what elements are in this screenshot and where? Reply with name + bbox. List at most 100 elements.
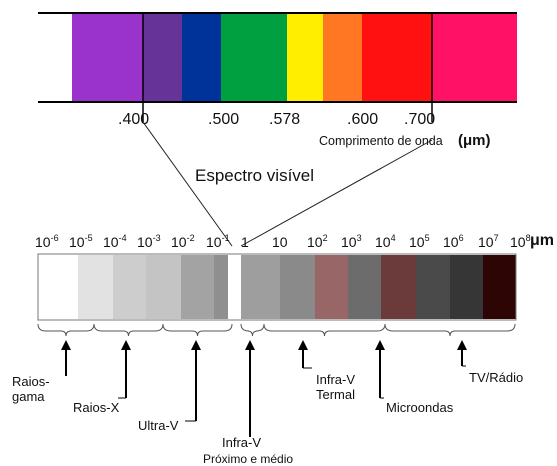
scale-exponent-11: 5 (425, 233, 430, 243)
region-label-tv-radio: TV/Rádio (469, 370, 523, 385)
scale-label-4: 10-2 (171, 233, 195, 250)
em-cell-9 (315, 255, 348, 319)
scale-label-0: 10-6 (35, 233, 59, 250)
em-cell-7 (241, 255, 280, 319)
visible-band-6 (362, 14, 432, 101)
visible-spectrum-bar (72, 14, 517, 101)
scale-mantissa-14: 10 (510, 234, 526, 250)
scale-label-2: 10-4 (103, 233, 127, 250)
brace-3 (240, 323, 265, 337)
scale-label-5: 10-1 (206, 233, 230, 250)
visible-band-1 (143, 14, 182, 101)
region-label-near-infrared-line-2: Próximo e médio (203, 452, 293, 466)
scale-label-6: 1 (241, 234, 249, 250)
scale-label-1: 10-5 (69, 233, 93, 250)
arrow-head-2 (191, 340, 201, 350)
scale-exponent-1: -5 (85, 233, 93, 243)
region-label-thermal-infrared-line-2: Termal (316, 387, 355, 402)
arrow-head-3 (245, 340, 255, 350)
scale-exponent-10: 4 (391, 233, 396, 243)
visible-band-2 (182, 14, 221, 101)
scale-exponent-2: -4 (119, 233, 127, 243)
scale-mantissa-13: 10 (478, 234, 494, 250)
arrow-head-1 (121, 340, 131, 350)
brace-4 (263, 323, 386, 337)
em-cell-5 (214, 255, 228, 319)
brace-1 (93, 323, 164, 337)
visible-band-4 (287, 14, 323, 101)
region-label-near-infrared: Infra-V Próximo e médio (203, 435, 293, 466)
em-cell-3 (146, 255, 181, 319)
region-label-gamma-line-2: gama (12, 389, 45, 404)
region-label-thermal-infrared-line-1: Infra-V (316, 372, 355, 387)
region-label-thermal-infrared: Infra-V Termal (316, 372, 355, 402)
brace-2 (162, 323, 233, 337)
scale-exponent-12: 6 (459, 233, 464, 243)
scale-label-3: 10-3 (137, 233, 161, 250)
scale-exponent-8: 2 (323, 233, 328, 243)
scale-mantissa-4: 10 (171, 234, 187, 250)
scale-exponent-13: 7 (494, 233, 499, 243)
arrow-head-0 (61, 340, 71, 350)
region-label-microwave: Microondas (386, 400, 454, 415)
label-elbows (118, 365, 466, 422)
scale-exponent-3: -3 (153, 233, 161, 243)
brace-5 (384, 323, 516, 337)
brace-0 (37, 323, 95, 337)
scale-mantissa-12: 10 (443, 234, 459, 250)
em-cell-8 (280, 255, 315, 319)
scale-exponent-14: 8 (526, 233, 531, 243)
em-cell-6 (228, 255, 241, 319)
wavelength-scale: 10-6 10-5 10-4 10-3 10-2 10-1 1 10 102 103 104 105 1… (35, 233, 531, 250)
region-label-ultraviolet: Ultra-V (138, 418, 179, 433)
em-spectrum-bar (38, 255, 516, 319)
tick-label-600: .600 (347, 111, 378, 128)
em-cell-2 (113, 255, 146, 319)
wavelength-label: Comprimento de onda (319, 134, 443, 148)
scale-mantissa-7: 10 (272, 234, 288, 250)
tick-label-500: .500 (208, 111, 239, 128)
scale-mantissa-0: 10 (35, 234, 51, 250)
arrow-head-6 (457, 340, 467, 350)
region-label-gamma: Raios- gama (12, 374, 50, 404)
em-bar-border (37, 253, 517, 321)
scale-label-14: 108 (510, 233, 531, 250)
scale-label-8: 102 (307, 233, 328, 250)
visible-band-7 (432, 14, 517, 101)
visible-spectrum-title: Espectro visível (195, 166, 314, 185)
scale-mantissa-6: 1 (241, 234, 249, 250)
scale-mantissa-11: 10 (409, 234, 425, 250)
scale-label-13: 107 (478, 233, 499, 250)
em-cell-14 (483, 255, 516, 319)
scale-mantissa-5: 10 (206, 234, 222, 250)
tick-label-400: .400 (118, 111, 149, 128)
em-cell-10 (348, 255, 381, 319)
scale-label-11: 105 (409, 233, 430, 250)
region-label-gamma-line-1: Raios- (12, 374, 50, 389)
scale-exponent-5: -1 (222, 233, 230, 243)
visible-band-5 (323, 14, 362, 101)
em-cell-12 (416, 255, 450, 319)
wavelength-unit: (μm) (458, 132, 491, 149)
scale-mantissa-9: 10 (341, 234, 357, 250)
connector-line-right (240, 139, 433, 247)
em-cell-0 (38, 255, 78, 319)
scale-exponent-4: -2 (187, 233, 195, 243)
scale-mantissa-10: 10 (375, 234, 391, 250)
scale-exponent-9: 3 (357, 233, 362, 243)
em-cell-13 (450, 255, 483, 319)
scale-mantissa-3: 10 (137, 234, 153, 250)
arrow-head-4 (298, 340, 308, 350)
region-label-xray: Raios-X (73, 400, 120, 415)
em-cell-1 (78, 255, 113, 319)
scale-label-9: 103 (341, 233, 362, 250)
scale-exponent-0: -6 (51, 233, 59, 243)
region-arrows (61, 340, 467, 437)
scale-label-7: 10 (272, 234, 288, 250)
arrow-head-5 (375, 340, 385, 350)
visible-band-0 (72, 14, 143, 101)
scale-mantissa-2: 10 (103, 234, 119, 250)
scale-mantissa-8: 10 (307, 234, 323, 250)
connector-line-left (142, 121, 233, 247)
